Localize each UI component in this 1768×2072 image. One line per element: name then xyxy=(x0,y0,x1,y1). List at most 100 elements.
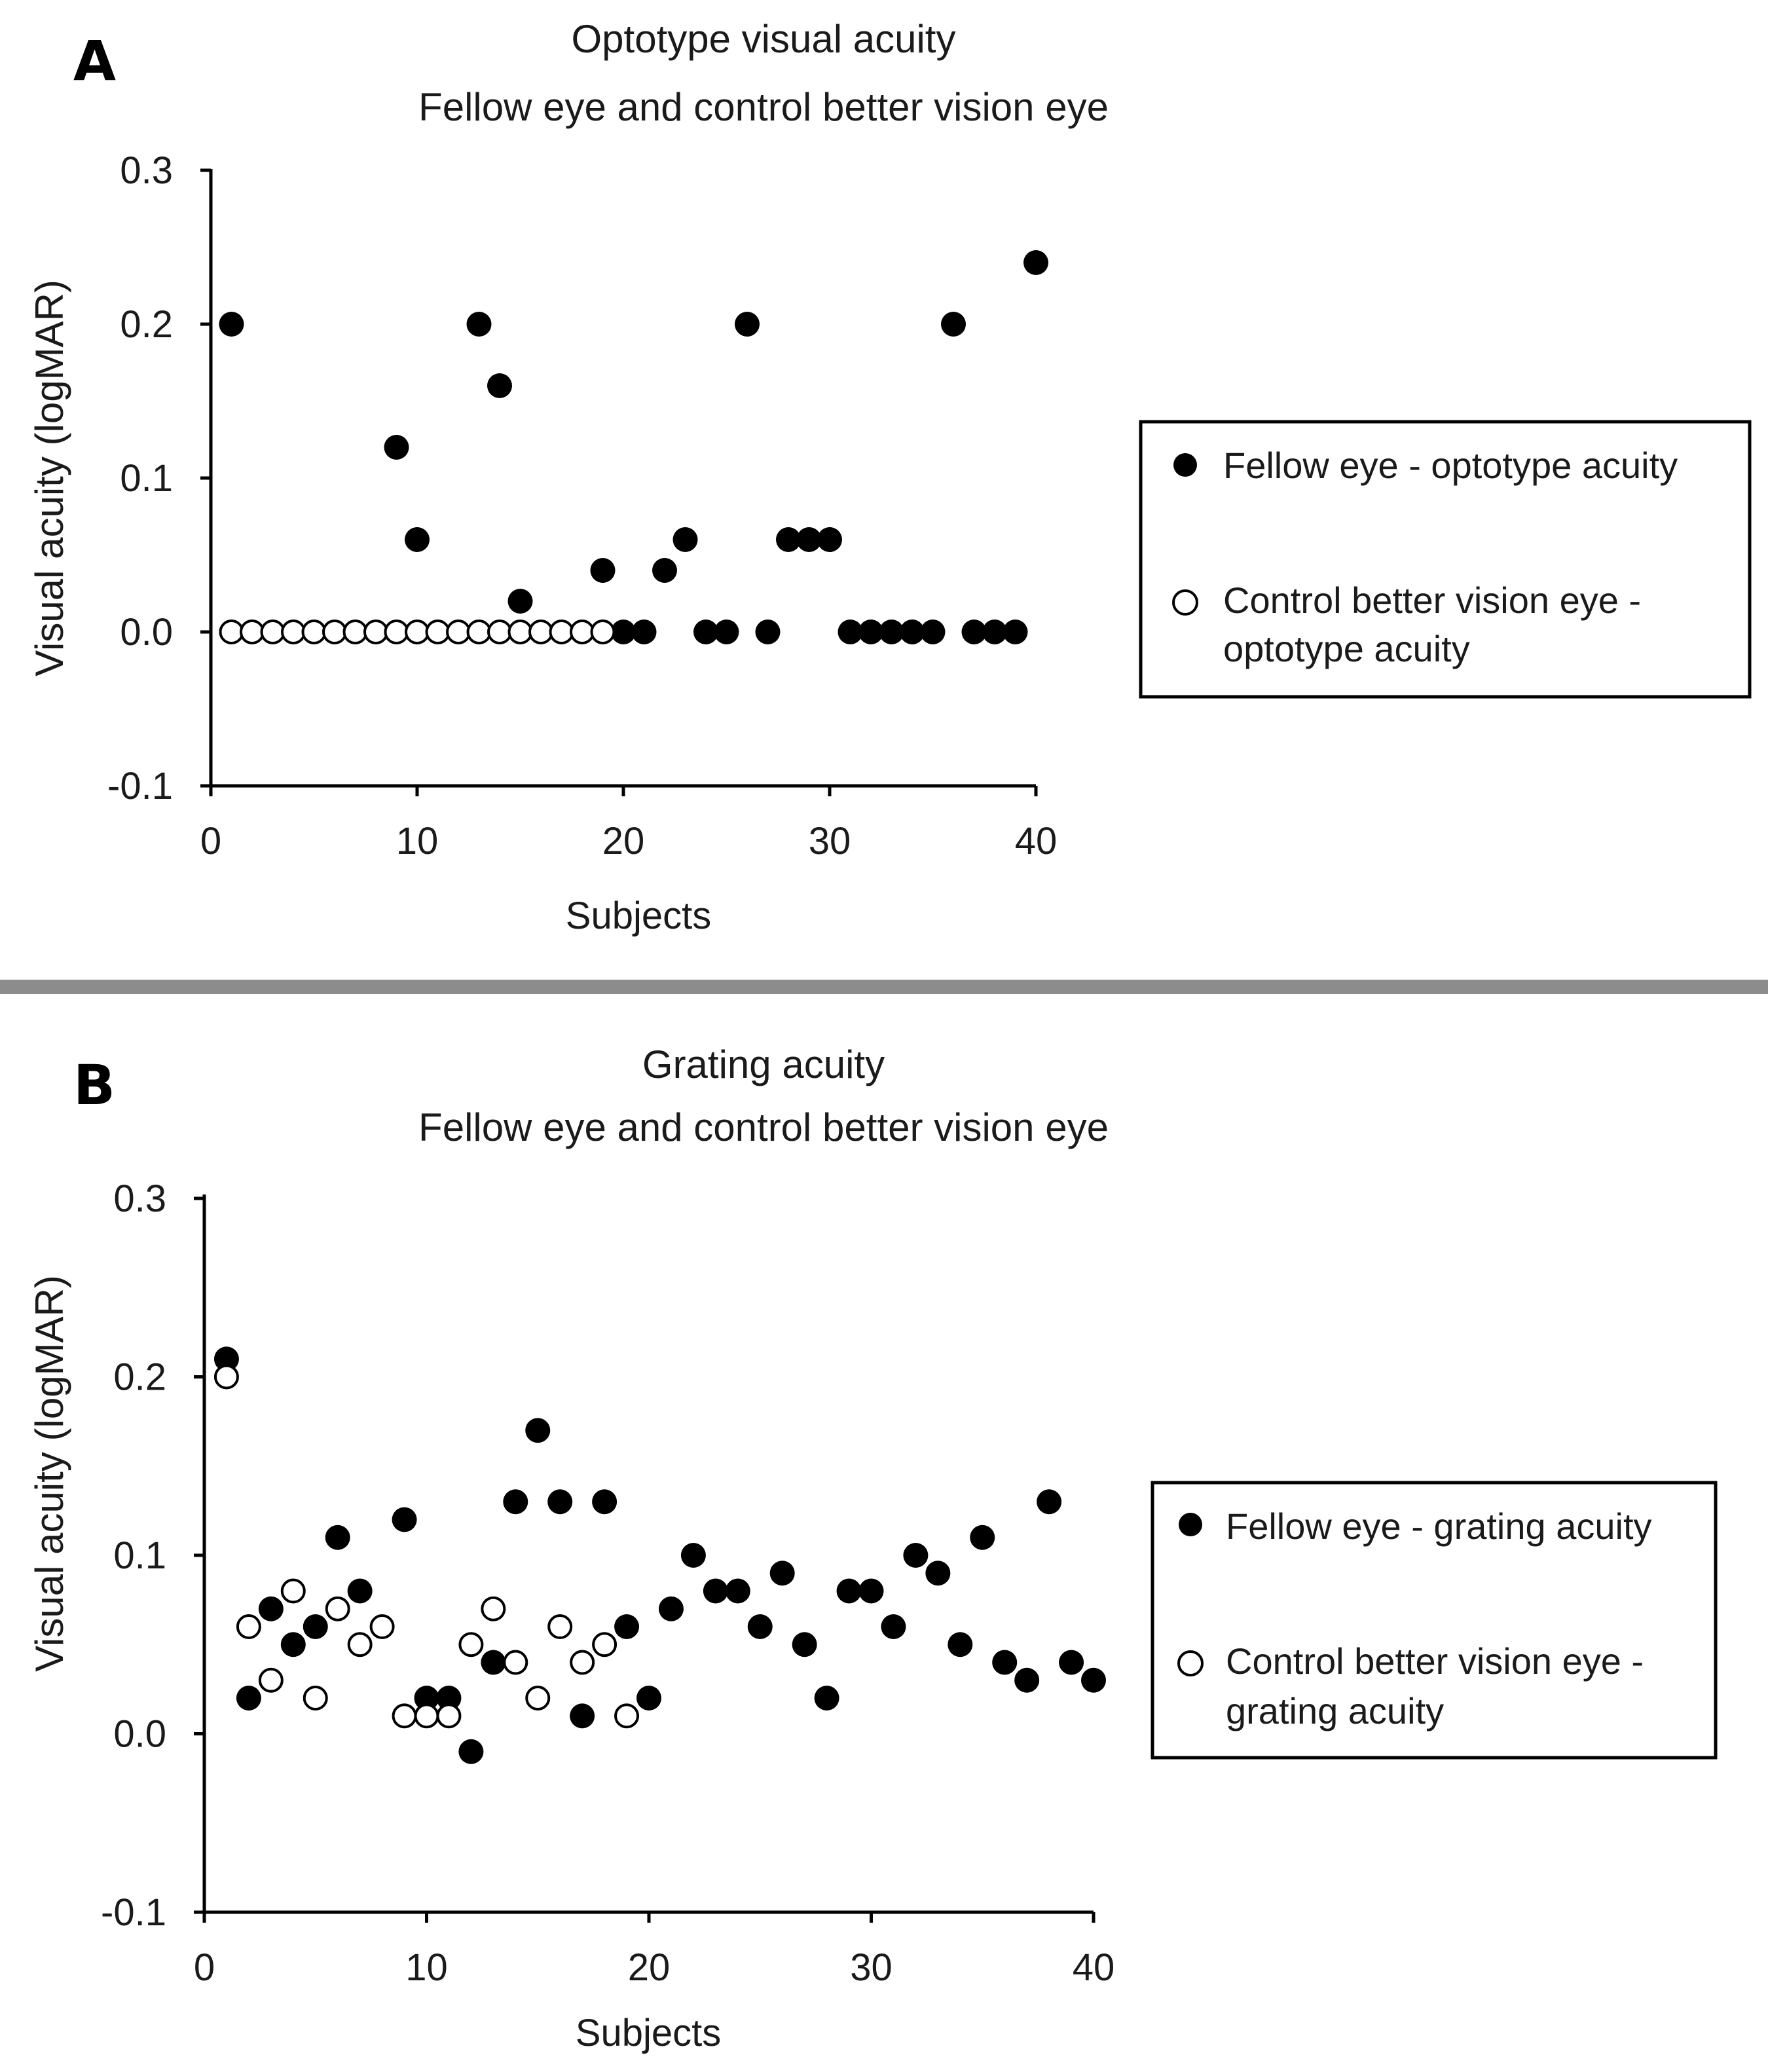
control-eye-point xyxy=(547,1614,573,1639)
control-eye-point xyxy=(466,620,492,644)
fellow-eye-point xyxy=(755,620,781,644)
fellow-eye-point xyxy=(838,620,863,644)
y-tick-label: 0.0 xyxy=(113,1713,166,1756)
x-ticks: 0 10 20 30 40 xyxy=(194,1912,1114,1989)
control-eye-point xyxy=(322,620,347,644)
control-eye-point xyxy=(260,620,285,644)
fellow-eye-point xyxy=(961,620,987,644)
legend-marker-filled xyxy=(1179,1513,1202,1536)
control-eye-point xyxy=(303,1686,328,1711)
control-eye-point xyxy=(614,1703,640,1729)
control-eye-point xyxy=(280,1578,306,1604)
fellow-eye-point xyxy=(414,1686,439,1711)
fellow-eye-point xyxy=(503,1489,528,1515)
fellow-eye-point xyxy=(672,527,698,552)
control-eye-point xyxy=(414,1703,439,1729)
control-eye-point xyxy=(446,620,471,644)
control-eye-point xyxy=(528,620,553,644)
fellow-eye-point xyxy=(631,620,657,644)
fellow-eye-point xyxy=(347,1578,373,1604)
fellow-eye-point xyxy=(941,312,966,337)
control-eye-point xyxy=(219,620,244,644)
fellow-eye-point xyxy=(611,620,636,644)
control-eye-point xyxy=(240,620,265,644)
control-eye-point xyxy=(363,620,388,644)
x-tick-label: 30 xyxy=(850,1946,893,1989)
y-ticks: -0.1 0.0 0.1 0.2 0.3 xyxy=(107,149,211,807)
fellow-eye-point xyxy=(776,527,801,552)
x-axis-label: Subjects xyxy=(566,895,711,937)
y-axis-label: Visual acuity (logMAR) xyxy=(28,280,71,676)
fellow-eye-point xyxy=(481,1650,506,1675)
fellow-eye-point xyxy=(525,1418,551,1443)
y-tick-label: 0.2 xyxy=(113,1356,166,1399)
fellow-eye-point xyxy=(1059,1650,1084,1675)
x-tick-label: 0 xyxy=(200,820,221,862)
fellow-eye-point xyxy=(303,1614,328,1639)
control-eye-point xyxy=(342,620,368,644)
fellow-eye-point xyxy=(725,1578,750,1604)
data-points xyxy=(219,250,1048,644)
chart-title: Grating acuity xyxy=(642,1043,885,1086)
control-eye-point xyxy=(369,1614,395,1639)
control-eye-point xyxy=(481,1596,506,1621)
control-eye-point xyxy=(405,620,430,644)
fellow-eye-point xyxy=(325,1525,350,1550)
control-eye-point xyxy=(325,1596,350,1621)
fellow-eye-point xyxy=(280,1632,306,1657)
control-eye-point xyxy=(281,620,306,644)
fellow-eye-point xyxy=(636,1686,661,1711)
x-tick-label: 30 xyxy=(809,820,851,862)
fellow-eye-point xyxy=(903,1543,929,1568)
y-tick-label: -0.1 xyxy=(101,1891,166,1934)
fellow-eye-point xyxy=(658,1596,684,1621)
panel-a: A Optotype visual acuity Fellow eye and … xyxy=(28,17,1752,937)
fellow-eye-point xyxy=(1037,1489,1062,1515)
y-tick-label: 0.0 xyxy=(120,611,173,654)
fellow-eye-point xyxy=(879,620,904,644)
panel-b: B Grating acuity Fellow eye and control … xyxy=(28,1043,1718,2054)
control-eye-point xyxy=(503,1650,528,1675)
control-eye-point xyxy=(570,1650,595,1675)
legend-label: grating acuity xyxy=(1226,1690,1444,1731)
x-tick-label: 40 xyxy=(1015,820,1058,862)
fellow-eye-point xyxy=(836,1578,862,1604)
control-eye-point xyxy=(436,1703,462,1729)
fellow-eye-point xyxy=(458,1739,484,1764)
fellow-eye-point xyxy=(925,1561,951,1586)
y-tick-label: -0.1 xyxy=(107,765,173,807)
x-tick-label: 40 xyxy=(1073,1946,1115,1989)
fellow-eye-point xyxy=(982,620,1007,644)
fellow-eye-point xyxy=(948,1632,973,1657)
y-tick-label: 0.3 xyxy=(120,149,173,192)
fellow-eye-point xyxy=(1003,620,1028,644)
x-tick-label: 20 xyxy=(628,1946,671,1989)
fellow-eye-point xyxy=(769,1561,795,1586)
fellow-eye-point xyxy=(792,1632,817,1657)
fellow-eye-point xyxy=(858,1578,884,1604)
fellow-eye-point xyxy=(796,527,822,552)
control-eye-point xyxy=(384,620,409,644)
chart-subtitle: Fellow eye and control better vision eye xyxy=(418,85,1109,129)
fellow-eye-point xyxy=(881,1614,906,1639)
control-eye-point xyxy=(213,1364,239,1390)
fellow-eye-point xyxy=(1081,1667,1106,1693)
legend-label: Fellow eye - optotype acuity xyxy=(1223,445,1678,486)
x-axis-label: Subjects xyxy=(576,2012,721,2054)
fellow-eye-point xyxy=(570,1703,595,1729)
control-eye-point xyxy=(301,620,327,644)
x-ticks: 0 10 20 30 40 xyxy=(200,786,1057,862)
control-eye-point xyxy=(458,1632,484,1657)
fellow-eye-point xyxy=(693,620,718,644)
fellow-eye-point xyxy=(970,1525,995,1550)
legend-marker-open xyxy=(1177,1650,1204,1676)
legend-marker-filled xyxy=(1173,453,1197,477)
legend: Fellow eye - grating acuity Control bett… xyxy=(1151,1481,1718,1760)
legend-label: Fellow eye - grating acuity xyxy=(1226,1506,1652,1547)
legend-marker-open xyxy=(1172,589,1198,616)
control-eye-point xyxy=(525,1686,551,1711)
fellow-eye-point xyxy=(747,1614,773,1639)
legend: Fellow eye - optotype acuity Control bet… xyxy=(1139,420,1752,699)
panel-label: A xyxy=(73,29,116,93)
